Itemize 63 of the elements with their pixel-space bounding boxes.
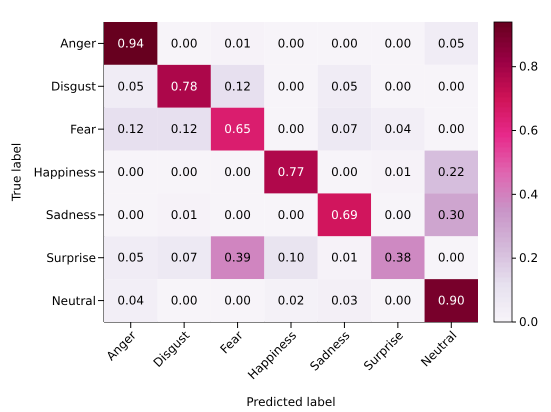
data-label: 0.00 <box>438 250 465 265</box>
data-label: 0.05 <box>438 36 465 50</box>
data-label: 0.00 <box>438 122 465 136</box>
color-bar-label: 0.4 <box>519 187 538 202</box>
data-label: 0.00 <box>117 208 144 222</box>
data-label: 0.78 <box>170 79 198 94</box>
x-axis-title: Predicted label <box>246 395 336 409</box>
data-label: 0.01 <box>170 208 198 222</box>
data-label: 0.05 <box>331 79 358 94</box>
data-label: 0.69 <box>331 208 358 222</box>
data-label: 0.90 <box>438 294 465 308</box>
color-bar-label: 0.2 <box>519 251 538 266</box>
data-label: 0.38 <box>384 250 412 265</box>
data-label: 0.00 <box>170 294 198 308</box>
data-label: 0.00 <box>278 208 304 222</box>
data-label: 0.00 <box>170 165 198 179</box>
data-label: 0.01 <box>224 36 251 50</box>
color-bar-label: 0.0 <box>519 315 538 329</box>
data-label: 0.07 <box>170 250 198 265</box>
data-label: 0.00 <box>224 208 251 222</box>
data-label: 0.00 <box>224 165 251 179</box>
data-label: 0.12 <box>117 122 144 136</box>
data-label: 0.00 <box>278 79 304 94</box>
data-label: 0.05 <box>117 250 144 265</box>
data-label: 0.07 <box>331 122 358 136</box>
y-tick-label: Disgust <box>50 80 96 94</box>
data-label: 0.00 <box>170 36 198 50</box>
data-label: 0.03 <box>331 294 358 308</box>
data-label: 0.00 <box>331 165 358 179</box>
data-label: 0.01 <box>384 165 412 179</box>
y-tick-label: Surprise <box>46 250 96 265</box>
y-tick-label: Anger <box>60 36 96 51</box>
data-label: 0.04 <box>384 122 412 136</box>
color-bar-label: 0.6 <box>519 124 538 138</box>
data-label: 0.12 <box>170 122 198 136</box>
data-label: 0.22 <box>438 165 465 179</box>
y-tick-label: Fear <box>70 122 96 136</box>
data-label: 0.04 <box>117 294 144 308</box>
y-axis-title: True label <box>9 142 24 202</box>
data-label: 0.01 <box>331 250 358 265</box>
data-label: 0.00 <box>384 36 412 50</box>
data-label: 0.94 <box>117 36 144 50</box>
data-label: 0.00 <box>438 79 465 94</box>
data-label: 0.02 <box>278 294 304 308</box>
y-tick-label: Neutral <box>52 294 96 308</box>
data-label: 0.00 <box>224 294 251 308</box>
y-tick-label: Happiness <box>34 165 96 180</box>
data-label: 0.30 <box>438 208 465 222</box>
data-label: 0.00 <box>331 36 358 50</box>
data-label: 0.39 <box>224 250 251 265</box>
color-bar-label: 0.8 <box>519 60 538 74</box>
data-label: 0.00 <box>117 165 144 179</box>
data-label: 0.05 <box>117 79 144 94</box>
data-label: 0.00 <box>278 122 304 136</box>
data-label: 0.10 <box>278 250 304 265</box>
data-label: 0.00 <box>384 208 412 222</box>
data-label: 0.12 <box>224 79 251 94</box>
data-label: 0.00 <box>278 36 304 50</box>
data-label: 0.65 <box>224 122 251 136</box>
data-label: 0.77 <box>278 165 304 179</box>
data-label: 0.00 <box>384 294 412 308</box>
data-label: 0.00 <box>384 79 412 94</box>
y-tick-label: Sadness <box>46 208 96 222</box>
